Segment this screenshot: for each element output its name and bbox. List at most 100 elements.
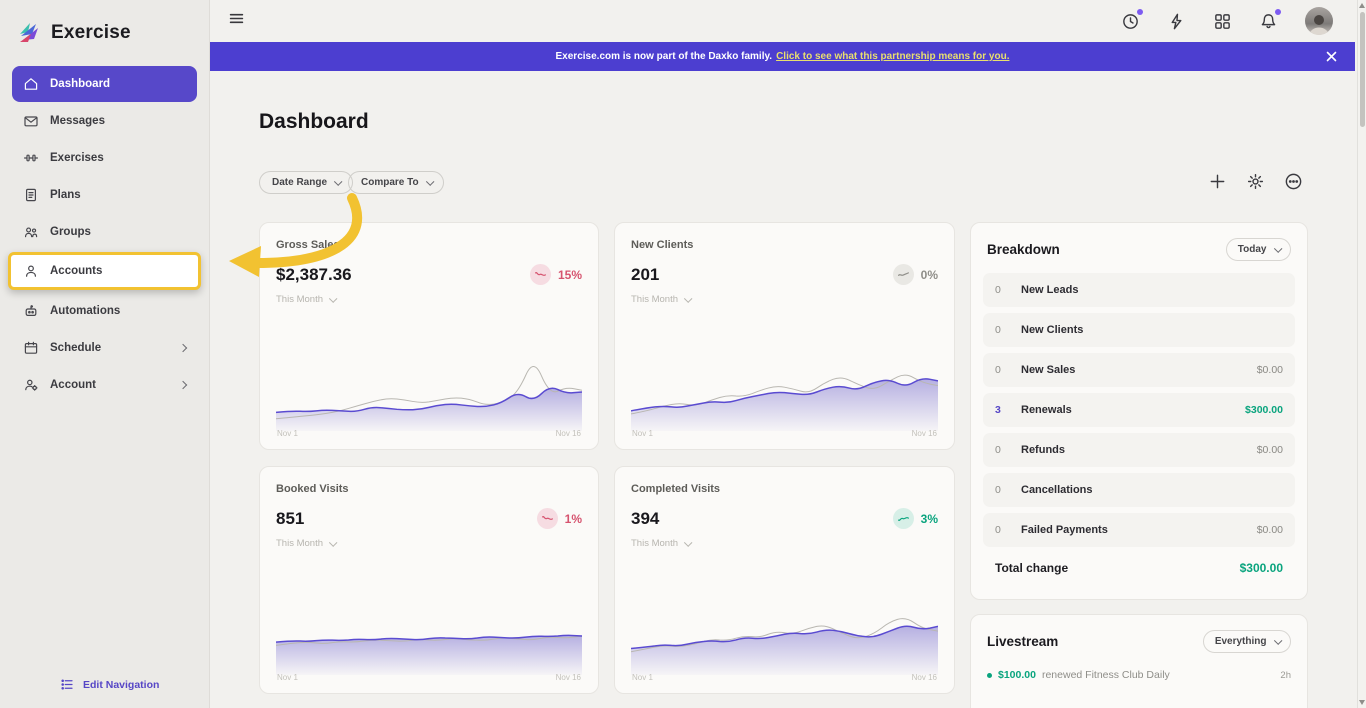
x-axis-start: Nov 1 bbox=[632, 429, 653, 438]
stat-title: Gross Sales bbox=[276, 239, 340, 251]
hamburger-menu-button[interactable] bbox=[228, 10, 245, 32]
dashboard-actions bbox=[1208, 172, 1303, 191]
period-selector[interactable]: This Month bbox=[276, 294, 338, 305]
announcement-banner: Exercise.com is now part of the Daxko fa… bbox=[210, 42, 1355, 71]
sidebar-item-label: Exercises bbox=[50, 152, 104, 164]
stat-title: Completed Visits bbox=[631, 483, 721, 495]
document-icon bbox=[26, 188, 36, 202]
breakdown-row: 0 New Sales $0.00 bbox=[983, 353, 1295, 387]
x-axis-end: Nov 16 bbox=[911, 429, 937, 438]
breakdown-row: 0 Cancellations bbox=[983, 473, 1295, 507]
stat-card-completed-visits: Completed Visits 394 3% This Month Nov 1… bbox=[614, 466, 955, 694]
scrollbar-thumb[interactable] bbox=[1359, 12, 1365, 127]
event-text: renewed Fitness Club Daily bbox=[1041, 669, 1170, 681]
period-selector[interactable]: This Month bbox=[276, 538, 338, 549]
notification-dot bbox=[1137, 8, 1143, 15]
sidebar-item-messages[interactable]: Messages bbox=[12, 103, 197, 139]
people-icon bbox=[24, 227, 38, 238]
chevron-down-icon bbox=[1273, 244, 1282, 252]
app-logo[interactable]: Exercise bbox=[0, 0, 209, 60]
chevron-down-icon bbox=[684, 294, 693, 302]
stat-card-booked-visits: Booked Visits 851 1% This Month Nov 1 No… bbox=[259, 466, 599, 694]
list-icon bbox=[61, 679, 73, 690]
stat-delta: 1% bbox=[564, 511, 582, 526]
person-icon bbox=[26, 265, 36, 277]
stat-value: $2,387.36 bbox=[276, 264, 352, 284]
dumbbell-icon bbox=[24, 154, 38, 162]
period-selector[interactable]: This Month bbox=[631, 294, 693, 305]
notification-dot bbox=[1275, 8, 1281, 15]
event-dot bbox=[987, 672, 992, 678]
x-axis-start: Nov 1 bbox=[277, 429, 298, 438]
chevron-down-icon bbox=[334, 177, 343, 185]
sidebar-nav: Dashboard Messages Exercises Plans Group… bbox=[0, 66, 209, 403]
breakdown-period-dropdown[interactable]: Today bbox=[1225, 238, 1291, 261]
chevron-down-icon bbox=[1273, 636, 1282, 644]
breakdown-panel: Breakdown Today 0 New Leads 0 New Client… bbox=[970, 222, 1308, 600]
trend-up-icon bbox=[892, 508, 914, 529]
apps-grid-icon[interactable] bbox=[1213, 12, 1232, 31]
livestream-item: $100.00 renewed Fitness Club Daily 2h bbox=[971, 663, 1307, 687]
trend-down-icon bbox=[536, 508, 558, 529]
event-time: 2h bbox=[1280, 669, 1291, 681]
livestream-filter-dropdown[interactable]: Everything bbox=[1202, 630, 1291, 653]
stat-title: Booked Visits bbox=[276, 483, 349, 495]
history-icon[interactable] bbox=[1121, 8, 1143, 31]
sidebar-item-accounts[interactable]: Accounts bbox=[8, 252, 201, 290]
breakdown-total-row: Total change $300.00 bbox=[971, 553, 1307, 575]
user-avatar[interactable] bbox=[1305, 7, 1333, 35]
sidebar-item-automations[interactable]: Automations bbox=[12, 293, 197, 329]
stat-card-gross-sales: Gross Sales $2,387.36 15% This Month Nov… bbox=[259, 222, 599, 450]
close-icon[interactable] bbox=[1324, 49, 1339, 64]
more-options-button[interactable] bbox=[1284, 172, 1303, 191]
logo-icon bbox=[20, 23, 38, 42]
sidebar-item-label: Schedule bbox=[50, 342, 102, 354]
sidebar-item-schedule[interactable]: Schedule bbox=[12, 330, 197, 366]
event-amount: $100.00 bbox=[998, 669, 1036, 681]
edit-navigation-button[interactable]: Edit Navigation bbox=[60, 677, 159, 692]
breakdown-rows: 0 New Leads 0 New Clients 0 New Sales $0… bbox=[971, 271, 1307, 547]
scroll-up-arrow[interactable] bbox=[1359, 3, 1365, 8]
date-range-label: Date Range bbox=[272, 177, 328, 188]
sidebar-item-label: Plans bbox=[50, 189, 81, 201]
compare-to-filter[interactable]: Compare To bbox=[348, 171, 445, 194]
total-change-amount: $300.00 bbox=[1239, 561, 1283, 575]
sidebar-item-account[interactable]: Account bbox=[12, 367, 197, 403]
total-change-label: Total change bbox=[995, 561, 1069, 575]
bell-icon[interactable] bbox=[1259, 8, 1281, 31]
sparkline-chart bbox=[631, 583, 938, 675]
breakdown-row: 0 New Leads bbox=[983, 273, 1295, 307]
sidebar-item-groups[interactable]: Groups bbox=[12, 214, 197, 250]
trend-flat-icon bbox=[892, 264, 914, 285]
date-range-filter[interactable]: Date Range bbox=[259, 171, 353, 194]
scroll-down-arrow[interactable] bbox=[1359, 700, 1365, 705]
topbar-actions bbox=[1121, 7, 1357, 35]
sidebar-item-plans[interactable]: Plans bbox=[12, 177, 197, 213]
stat-delta: 0% bbox=[920, 267, 938, 282]
breakdown-row-renewals: 3 Renewals $300.00 bbox=[983, 393, 1295, 427]
home-icon bbox=[24, 78, 38, 90]
settings-gear-icon[interactable] bbox=[1246, 172, 1265, 191]
chevron-right-icon bbox=[178, 380, 188, 390]
banner-link[interactable]: Click to see what this partnership means… bbox=[776, 51, 1010, 62]
stat-delta: 15% bbox=[557, 267, 582, 282]
lightning-icon[interactable] bbox=[1167, 12, 1186, 31]
trend-down-icon bbox=[529, 264, 551, 285]
mail-icon bbox=[24, 116, 38, 127]
x-axis-start: Nov 1 bbox=[632, 673, 653, 682]
sidebar-item-exercises[interactable]: Exercises bbox=[12, 140, 197, 176]
scrollbar bbox=[1357, 0, 1366, 708]
chevron-down-icon bbox=[329, 538, 338, 546]
stat-title: New Clients bbox=[631, 239, 694, 251]
x-axis-end: Nov 16 bbox=[911, 673, 937, 682]
stat-delta-badge: 0% bbox=[892, 264, 938, 285]
stat-card-new-clients: New Clients 201 0% This Month Nov 1 Nov … bbox=[614, 222, 955, 450]
person-gear-icon bbox=[25, 379, 38, 391]
period-selector[interactable]: This Month bbox=[631, 538, 693, 549]
add-widget-button[interactable] bbox=[1208, 172, 1227, 191]
stat-value: 394 bbox=[631, 508, 660, 528]
sidebar-item-label: Messages bbox=[50, 115, 105, 127]
sidebar-item-dashboard[interactable]: Dashboard bbox=[12, 66, 197, 102]
stat-value: 201 bbox=[631, 264, 660, 284]
stat-delta-badge: 1% bbox=[536, 508, 582, 529]
